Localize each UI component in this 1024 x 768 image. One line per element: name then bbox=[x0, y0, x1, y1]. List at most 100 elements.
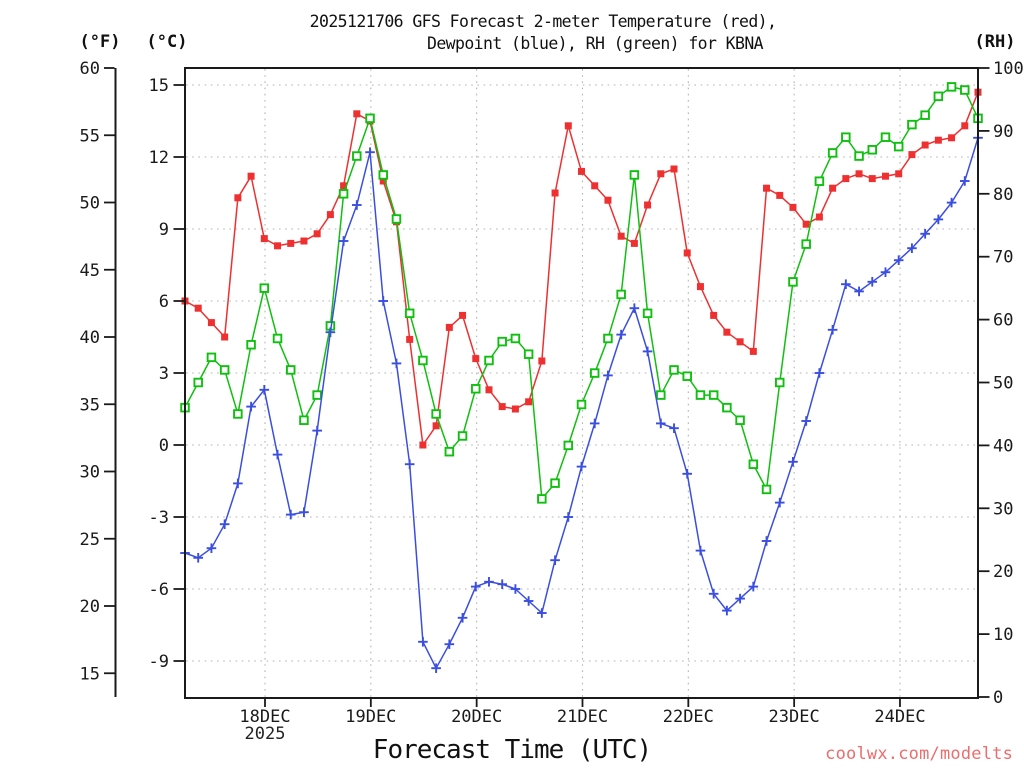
temperature-marker bbox=[829, 184, 837, 192]
celsius-tick-label: -6 bbox=[149, 580, 169, 600]
temperature-marker bbox=[921, 141, 929, 149]
rh-marker bbox=[682, 371, 692, 381]
rh-tick-label: 90 bbox=[993, 122, 1013, 142]
celsius-tick-label: 15 bbox=[149, 76, 169, 96]
rh-marker bbox=[735, 415, 745, 425]
temperature-marker bbox=[578, 167, 585, 175]
day-tick-label: 18DEC bbox=[239, 707, 290, 727]
rh-marker bbox=[708, 390, 719, 400]
temperature-marker bbox=[564, 122, 572, 130]
rh-marker bbox=[431, 409, 441, 419]
rh-marker bbox=[933, 91, 944, 102]
temperature-marker bbox=[696, 283, 704, 291]
rh-marker bbox=[854, 151, 864, 161]
rh-marker bbox=[444, 446, 455, 457]
rh-marker bbox=[880, 132, 891, 142]
temperature-marker bbox=[511, 405, 519, 413]
temperature-marker bbox=[815, 213, 823, 221]
rh-marker bbox=[404, 308, 415, 319]
rh-tick-label: 10 bbox=[993, 625, 1013, 645]
day-tick-label: 22DEC bbox=[663, 707, 714, 727]
rh-marker bbox=[669, 365, 679, 375]
rh-marker bbox=[497, 336, 507, 347]
day-tick-label: 23DEC bbox=[769, 707, 820, 727]
rh-marker bbox=[841, 132, 851, 142]
temperature-marker bbox=[895, 170, 903, 178]
temperature-marker bbox=[353, 110, 361, 118]
rh-marker bbox=[457, 431, 468, 441]
rh-tick-label: 40 bbox=[993, 436, 1013, 456]
temperature-marker bbox=[234, 194, 242, 202]
x-axis-title: Forecast Time (UTC) bbox=[372, 735, 652, 765]
rh-marker bbox=[788, 277, 798, 287]
fahrenheit-tick-label: 55 bbox=[80, 126, 100, 146]
fahrenheit-tick-label: 60 bbox=[80, 59, 100, 79]
rh-marker bbox=[656, 390, 666, 400]
rh-marker bbox=[378, 170, 389, 180]
watermark: coolwx.com/modelts bbox=[825, 744, 1013, 764]
rh-tick-label: 30 bbox=[993, 499, 1013, 519]
fahrenheit-tick-label: 50 bbox=[80, 194, 100, 214]
rh-marker bbox=[484, 355, 494, 366]
temperature-marker bbox=[340, 182, 348, 190]
rh-marker bbox=[285, 365, 296, 375]
rh-marker bbox=[748, 459, 759, 470]
rh-marker bbox=[867, 145, 878, 155]
temperature-marker bbox=[406, 335, 414, 343]
rh-marker bbox=[365, 113, 375, 124]
temperature-marker bbox=[313, 230, 321, 238]
fahrenheit-tick-label: 30 bbox=[80, 463, 100, 483]
plot-frame bbox=[184, 67, 979, 699]
rh-tick-label: 70 bbox=[993, 248, 1013, 268]
rh-tick-label: 100 bbox=[993, 59, 1024, 79]
rh-marker bbox=[814, 176, 825, 186]
temperature-marker bbox=[657, 170, 665, 178]
celsius-tick-label: 12 bbox=[149, 148, 169, 168]
temperature-marker bbox=[498, 403, 506, 411]
temperature-marker bbox=[326, 211, 334, 219]
rh-tick-label: 50 bbox=[993, 374, 1013, 394]
temperature-marker bbox=[776, 191, 784, 199]
rh-marker bbox=[246, 340, 256, 350]
temperature-marker bbox=[485, 386, 493, 394]
rh-marker bbox=[722, 402, 732, 413]
temperature-marker bbox=[419, 441, 427, 449]
temperature-marker bbox=[802, 220, 810, 228]
rh-marker bbox=[219, 365, 230, 375]
temperature-marker bbox=[274, 242, 282, 250]
rh-axis-label: (RH) bbox=[974, 32, 1016, 52]
rh-tick-label: 0 bbox=[993, 688, 1003, 708]
rh-marker bbox=[272, 333, 283, 344]
temperature-marker bbox=[670, 165, 678, 173]
temperature-marker bbox=[710, 311, 718, 319]
fahrenheit-tick-label: 40 bbox=[80, 328, 100, 348]
temperature-marker bbox=[525, 398, 533, 406]
temperature-marker bbox=[194, 304, 202, 312]
rh-marker bbox=[299, 415, 309, 425]
temperature-marker bbox=[472, 355, 480, 363]
rh-marker bbox=[206, 352, 217, 363]
rh-marker bbox=[920, 110, 930, 120]
temperature-marker bbox=[432, 422, 440, 430]
rh-marker bbox=[827, 148, 838, 158]
temperature-marker bbox=[723, 328, 731, 336]
rh-marker bbox=[907, 119, 917, 130]
temperature-marker bbox=[749, 347, 757, 355]
temperature-marker bbox=[551, 189, 559, 197]
day-tick-label: 20DEC bbox=[451, 707, 502, 727]
temperature-marker bbox=[881, 172, 889, 180]
day-tick-label: 19DEC bbox=[345, 707, 396, 727]
day-tick-label: 21DEC bbox=[557, 707, 608, 727]
chart-title-line1: 2025121706 GFS Forecast 2-meter Temperat… bbox=[309, 12, 777, 31]
temperature-marker bbox=[630, 239, 638, 247]
rh-marker bbox=[233, 409, 243, 419]
rh-marker bbox=[418, 355, 428, 366]
rh-marker bbox=[537, 494, 547, 504]
chart-title-line2: Dewpoint (blue), RH (green) for KBNA bbox=[426, 34, 764, 53]
rh-marker bbox=[391, 214, 402, 224]
celsius-tick-label: 6 bbox=[159, 292, 169, 312]
temperature-marker bbox=[644, 201, 652, 209]
rh-marker bbox=[946, 82, 957, 92]
